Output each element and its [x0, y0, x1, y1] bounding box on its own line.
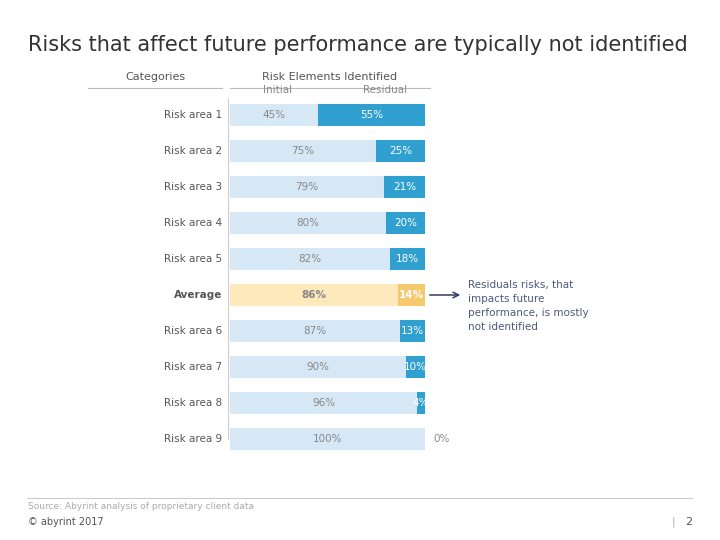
- Text: 0%: 0%: [433, 434, 449, 444]
- Bar: [230, 320, 400, 342]
- Text: 75%: 75%: [292, 146, 315, 156]
- Text: Risk area 8: Risk area 8: [164, 398, 222, 408]
- Text: Risk area 1: Risk area 1: [164, 110, 222, 120]
- Text: 90%: 90%: [306, 362, 329, 372]
- Text: Source: Abyrint analysis of proprietary client data: Source: Abyrint analysis of proprietary …: [28, 502, 254, 511]
- Text: Risk area 5: Risk area 5: [164, 254, 222, 264]
- Text: Categories: Categories: [125, 72, 185, 82]
- Bar: [390, 248, 425, 270]
- Bar: [400, 320, 425, 342]
- Text: Risk area 7: Risk area 7: [164, 362, 222, 372]
- Text: 80%: 80%: [297, 218, 320, 228]
- Text: Risks that affect future performance are typically not identified: Risks that affect future performance are…: [28, 35, 688, 55]
- Text: 10%: 10%: [404, 362, 427, 372]
- Text: 86%: 86%: [302, 290, 326, 300]
- Bar: [230, 284, 397, 306]
- Text: Residual: Residual: [363, 85, 407, 95]
- Text: 45%: 45%: [262, 110, 285, 120]
- Bar: [417, 392, 425, 414]
- Bar: [405, 356, 425, 378]
- Text: Risk area 3: Risk area 3: [164, 182, 222, 192]
- Text: 2: 2: [685, 517, 692, 527]
- Text: 25%: 25%: [389, 146, 412, 156]
- Bar: [230, 140, 377, 162]
- Text: 79%: 79%: [295, 182, 318, 192]
- Text: 20%: 20%: [394, 218, 417, 228]
- Text: Average: Average: [174, 290, 222, 300]
- Bar: [230, 176, 384, 198]
- Bar: [230, 356, 405, 378]
- Text: 14%: 14%: [399, 290, 424, 300]
- Bar: [230, 392, 417, 414]
- Text: Risk area 4: Risk area 4: [164, 218, 222, 228]
- Text: 13%: 13%: [401, 326, 424, 336]
- Bar: [318, 104, 425, 126]
- Bar: [384, 176, 425, 198]
- Text: Risk Elements Identified: Risk Elements Identified: [262, 72, 397, 82]
- Text: 4%: 4%: [413, 398, 429, 408]
- Bar: [397, 284, 425, 306]
- Text: Residuals risks, that
impacts future
performance, is mostly
not identified: Residuals risks, that impacts future per…: [468, 280, 589, 332]
- Bar: [377, 140, 425, 162]
- Text: 100%: 100%: [312, 434, 342, 444]
- Text: © abyrint 2017: © abyrint 2017: [28, 517, 104, 527]
- Text: Initial: Initial: [264, 85, 292, 95]
- Text: 96%: 96%: [312, 398, 336, 408]
- Bar: [386, 212, 425, 234]
- Text: Risk area 2: Risk area 2: [164, 146, 222, 156]
- Text: 55%: 55%: [360, 110, 383, 120]
- Bar: [230, 428, 425, 450]
- Bar: [230, 212, 386, 234]
- Text: 18%: 18%: [396, 254, 419, 264]
- Text: |: |: [671, 517, 675, 527]
- Text: Risk area 9: Risk area 9: [164, 434, 222, 444]
- Text: 82%: 82%: [298, 254, 322, 264]
- Bar: [230, 104, 318, 126]
- Text: 87%: 87%: [303, 326, 326, 336]
- Text: Risk area 6: Risk area 6: [164, 326, 222, 336]
- Text: 21%: 21%: [393, 182, 416, 192]
- Bar: [230, 248, 390, 270]
